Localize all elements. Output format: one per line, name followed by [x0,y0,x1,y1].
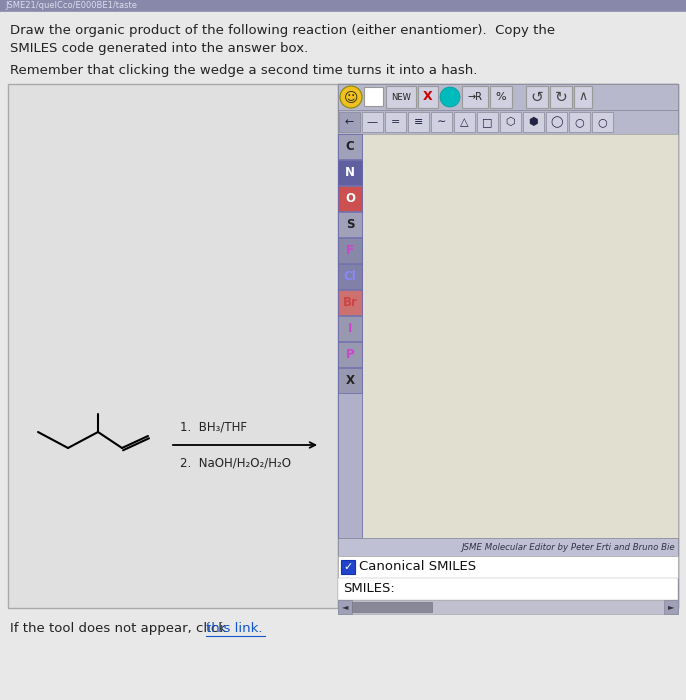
Text: ⬡: ⬡ [506,117,515,127]
Bar [341,560,355,574]
Bar [385,112,406,132]
Bar [477,112,498,132]
Bar [338,160,362,185]
Bar [569,112,590,132]
Bar [418,86,438,108]
Bar [338,264,362,289]
Text: %: % [496,92,506,102]
Text: ◯: ◯ [550,116,563,128]
Bar [0,0,686,12]
Text: ○: ○ [575,117,584,127]
Bar [386,86,416,108]
Text: X: X [346,374,355,387]
Text: I: I [348,322,352,335]
Bar [338,600,352,614]
Bar [338,110,678,134]
Bar [338,538,678,556]
Text: S: S [346,218,354,231]
Bar [454,112,475,132]
Text: X: X [423,90,433,104]
Text: JSME21/quelCco/E000BE1/taste: JSME21/quelCco/E000BE1/taste [5,1,137,10]
Text: SMILES code generated into the answer box.: SMILES code generated into the answer bo… [10,42,308,55]
Circle shape [440,87,460,107]
Bar [523,112,544,132]
Bar [408,112,429,132]
Circle shape [340,86,362,108]
Text: Br: Br [342,296,357,309]
Bar [338,556,678,578]
Bar [338,212,362,237]
Text: ☺: ☺ [344,91,358,105]
Bar [338,342,362,367]
Bar [338,600,678,614]
Text: ✓: ✓ [343,562,353,572]
Text: ○: ○ [598,117,607,127]
Text: ⬢: ⬢ [529,117,539,127]
Text: N: N [345,166,355,179]
Text: Remember that clicking the wedge a second time turns it into a hash.: Remember that clicking the wedge a secon… [10,64,477,77]
Bar [338,134,362,538]
Text: —: — [367,117,378,127]
Text: Cl: Cl [344,270,356,283]
Bar [362,134,678,538]
Text: ∧: ∧ [578,90,588,104]
Text: ↻: ↻ [554,90,567,104]
Text: =: = [391,117,400,127]
Text: O: O [345,192,355,205]
Bar [500,112,521,132]
Text: 2.  NaOH/H₂O₂/H₂O: 2. NaOH/H₂O₂/H₂O [180,457,291,470]
Text: ∼: ∼ [437,117,446,127]
Text: this link.: this link. [206,622,263,635]
Bar [431,112,452,132]
Bar [338,84,678,608]
Bar [664,600,678,614]
Text: △: △ [460,117,469,127]
Bar [338,84,678,110]
Bar [338,238,362,263]
Bar [339,112,360,132]
Bar [574,86,592,108]
Text: ↺: ↺ [531,90,543,104]
Text: ►: ► [667,603,674,612]
Text: Draw the organic product of the following reaction (either enantiomer).  Copy th: Draw the organic product of the followin… [10,24,555,37]
Bar [338,186,362,211]
Text: □: □ [482,117,493,127]
Text: ≡: ≡ [414,117,423,127]
Text: JSME Molecular Editor by Peter Erti and Bruno Bie: JSME Molecular Editor by Peter Erti and … [462,542,675,552]
Bar [546,112,567,132]
Text: C: C [346,140,355,153]
Text: Canonical SMILES: Canonical SMILES [359,561,476,573]
Bar [364,87,383,106]
Bar [338,368,362,393]
Bar [462,86,488,108]
Bar [352,602,432,612]
Text: 1.  BH₃/THF: 1. BH₃/THF [180,421,247,434]
Text: P: P [346,348,354,361]
Bar [526,86,548,108]
Text: ◄: ◄ [342,603,348,612]
Bar [592,112,613,132]
Bar [550,86,572,108]
Text: SMILES:: SMILES: [343,582,394,596]
Text: →R: →R [467,92,482,102]
Text: NEW: NEW [391,92,411,102]
Text: ←: ← [345,117,354,127]
Bar [338,134,362,159]
Bar [338,290,362,315]
Bar [338,316,362,341]
Bar [338,578,678,600]
Bar [362,112,383,132]
Text: If the tool does not appear, click: If the tool does not appear, click [10,622,230,635]
Bar [8,84,678,608]
Text: F: F [346,244,354,257]
Bar [490,86,512,108]
